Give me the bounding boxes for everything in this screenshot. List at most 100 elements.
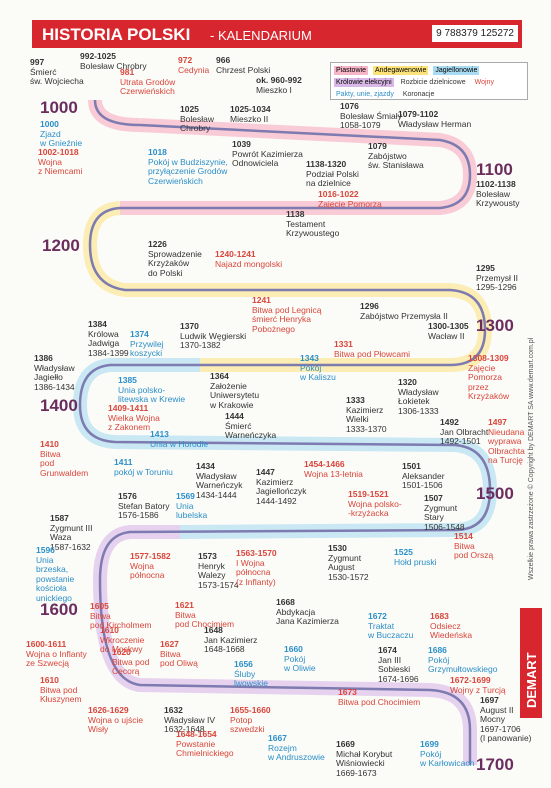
event: 1587 Zygmunt III Waza 1587-1632 [50,513,93,552]
event: 1240-1241 Najazd mongolski [215,249,282,269]
header: HISTORIA POLSKI - KALENDARIUM 9 788379 1… [32,20,522,48]
event-text: Pokój w Budziszynie, [148,156,228,167]
event: 1668 Abdykacja Jana Kazimierza [276,597,339,627]
event-text: na dzielnice [306,178,351,188]
event: 1576 Stefan Batory 1576-1586 [118,491,170,521]
event-date: 1620 [112,647,131,657]
event-date: 1577-1582 [130,551,171,561]
event: 1002-1018 Wojna z Niemcami [38,147,82,177]
event-text: 1506-1548 [424,521,465,532]
title: HISTORIA POLSKI [42,25,191,44]
event-text: August [328,562,355,572]
event-date: 1655-1660 [230,705,271,715]
event: 1333 Kazimierz Wielki 1333-1370 [346,395,387,434]
event-text: Sprowadzenie [148,248,202,259]
event-date: 1576 [118,491,137,501]
event-date: 1525 [394,547,413,557]
event-text: Bitwa pod Chocimiem [338,696,421,707]
event-text: 1573-1574 [198,579,239,590]
event-date: 1374 [130,329,149,339]
event-date: 1610 [40,675,59,685]
legend-note: Pakty, unie, zjazdy [336,91,394,98]
event-text: Rozejm [268,742,297,753]
event-text: Jagiełło [34,372,63,382]
event-date: 1079-1102 [398,109,439,119]
event-date: 1673 [338,687,357,697]
event-text: Wojna [38,156,62,167]
event: 1621 Bitwa pod Chocimiem [175,600,235,630]
event: 1300-1305 Wacław II [428,321,469,341]
event-text: Władysław [196,470,237,481]
event-text: Wiśniowiecki [336,758,385,768]
event-text: (I panowanie) [480,733,532,743]
event-date: 1025 [180,104,199,114]
event-text: Zajęcie [468,362,496,373]
event: 1454-1466 Wojna 13-letnia [304,459,363,479]
event-text: Jan Olbracht [440,426,489,437]
event-date: 1600-1611 [26,639,67,649]
event-date: 1240-1241 [215,249,256,259]
event-text: kościoła [36,583,67,593]
event-date: 1138-1320 [306,159,347,169]
event: 1626-1629 Wojna o ujście Wisły [88,705,143,735]
event: 1673 Bitwa pod Chocimiem [338,687,421,707]
event-text: Utrata Grodów [120,76,176,87]
event: 1320 Władysław Łokietek 1306-1333 [398,377,439,416]
event-text: Ludwik Węgierski [180,330,247,341]
event: 1025 Bolesław Chrobry [180,104,214,134]
event-text: Wielka Wojna [108,412,160,423]
event: 1669 Michał Korybut Wiśniowiecki 1669-1673 [336,739,392,778]
event-text: Czerwieńskich [148,175,203,186]
event-text: Jagiellończyk [256,486,307,496]
event-text: w Oliwie [284,663,316,673]
event-date: 1573 [198,551,217,561]
event-date: 1444 [225,411,244,421]
event-text: Kłuszynem [40,694,82,704]
event-text: Bitwa [454,540,475,551]
event-text: Zygmunt [328,552,362,563]
century-label: 1400 [40,396,78,415]
century-label: 1300 [476,316,514,335]
event-text: Odnowiciela [232,158,279,168]
event-text: Mieszko I [256,84,292,95]
event-date: 1648-1654 [176,729,217,739]
event: 1569 Unia lubelska [176,491,208,521]
event-text: Jan III [378,654,402,665]
event-text: Założenie [210,380,247,391]
event: 1296 Zabójstwo Przemysła II [360,301,448,321]
event-text: w Kaliszu [300,372,336,382]
event: 1413 Unia w Horodle [150,429,208,449]
event-text: Pokój [420,748,442,759]
event-date: 1514 [454,531,473,541]
event-text: koszycki [130,348,163,358]
event-text: Zabójstwo Przemysła II [360,310,448,321]
event-text: 1492-1501 [440,436,481,446]
event-text: pod Chocimiem [175,619,235,629]
event-text: 1384-1399 [88,347,129,358]
event-text: 1434-1444 [196,489,237,500]
event-text: Unia [176,500,194,511]
event: 1364 Założenie Uniwersytetu w Krakowie [210,371,259,410]
event-date: 1530 [328,543,347,553]
event-date: 1563-1570 [236,548,277,558]
event: 1674 Jan III Sobieski 1674-1696 [378,645,419,684]
event-text: Bolesław Chrobry [80,60,147,71]
event-text: Bolesław Śmiały [340,110,402,121]
event-date: 1364 [210,371,229,381]
event-text: lubelska [176,510,208,520]
event-date: 1410 [40,439,59,449]
event-date: 1492 [440,417,459,427]
event-date: 1648 [204,625,223,635]
event: ok. 960-992 Mieszko I [256,75,302,95]
event-text: 1386-1434 [34,381,75,392]
event: 1076 Bolesław Śmiały 1058-1079 [340,101,402,131]
event-text: Chrobry [180,123,211,133]
legend-item: Piastowie [334,66,368,75]
event-text: w Krakowie [210,399,254,410]
event-text: Stefan Batory [118,500,170,511]
event: 1525 Hołd pruski [394,547,437,567]
event: 1079 Zabójstwo św. Stanisława [368,141,424,171]
event-text: Unia [36,554,54,565]
event-text: Wacław II [428,330,465,341]
